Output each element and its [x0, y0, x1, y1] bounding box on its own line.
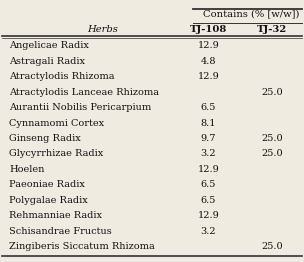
- Text: Schisandrae Fructus: Schisandrae Fructus: [9, 227, 112, 236]
- Text: 6.5: 6.5: [201, 196, 216, 205]
- Text: Contains (% [w/w]): Contains (% [w/w]): [202, 9, 299, 18]
- Text: Ginseng Radix: Ginseng Radix: [9, 134, 81, 143]
- Text: Zingiberis Siccatum Rhizoma: Zingiberis Siccatum Rhizoma: [9, 242, 155, 251]
- Text: 6.5: 6.5: [201, 180, 216, 189]
- Text: Glycyrrhizae Radix: Glycyrrhizae Radix: [9, 149, 103, 159]
- Text: 12.9: 12.9: [197, 72, 219, 81]
- Text: Aurantii Nobilis Pericarpium: Aurantii Nobilis Pericarpium: [9, 103, 151, 112]
- Text: 6.5: 6.5: [201, 103, 216, 112]
- Text: Astragali Radix: Astragali Radix: [9, 57, 85, 66]
- Text: Rehmanniae Radix: Rehmanniae Radix: [9, 211, 102, 220]
- Text: 12.9: 12.9: [197, 41, 219, 50]
- Text: 25.0: 25.0: [261, 134, 283, 143]
- Text: 25.0: 25.0: [261, 149, 283, 159]
- Text: TJ-108: TJ-108: [190, 25, 227, 34]
- Text: 12.9: 12.9: [197, 165, 219, 174]
- Text: 4.8: 4.8: [201, 57, 216, 66]
- Text: Cynnamomi Cortex: Cynnamomi Cortex: [9, 118, 104, 128]
- Text: 25.0: 25.0: [261, 242, 283, 251]
- Text: Angelicae Radix: Angelicae Radix: [9, 41, 89, 50]
- Text: 3.2: 3.2: [200, 227, 216, 236]
- Text: 3.2: 3.2: [200, 149, 216, 159]
- Text: TJ-32: TJ-32: [257, 25, 287, 34]
- Text: 12.9: 12.9: [197, 211, 219, 220]
- Text: Paeoniae Radix: Paeoniae Radix: [9, 180, 85, 189]
- Text: 25.0: 25.0: [261, 88, 283, 97]
- Text: 8.1: 8.1: [201, 118, 216, 128]
- Text: Atractylodis Lanceae Rhizoma: Atractylodis Lanceae Rhizoma: [9, 88, 159, 97]
- Text: Atractylodis Rhizoma: Atractylodis Rhizoma: [9, 72, 115, 81]
- Text: Hoelen: Hoelen: [9, 165, 44, 174]
- Text: Herbs: Herbs: [87, 25, 118, 34]
- Text: 9.7: 9.7: [201, 134, 216, 143]
- Text: Polygalae Radix: Polygalae Radix: [9, 196, 88, 205]
